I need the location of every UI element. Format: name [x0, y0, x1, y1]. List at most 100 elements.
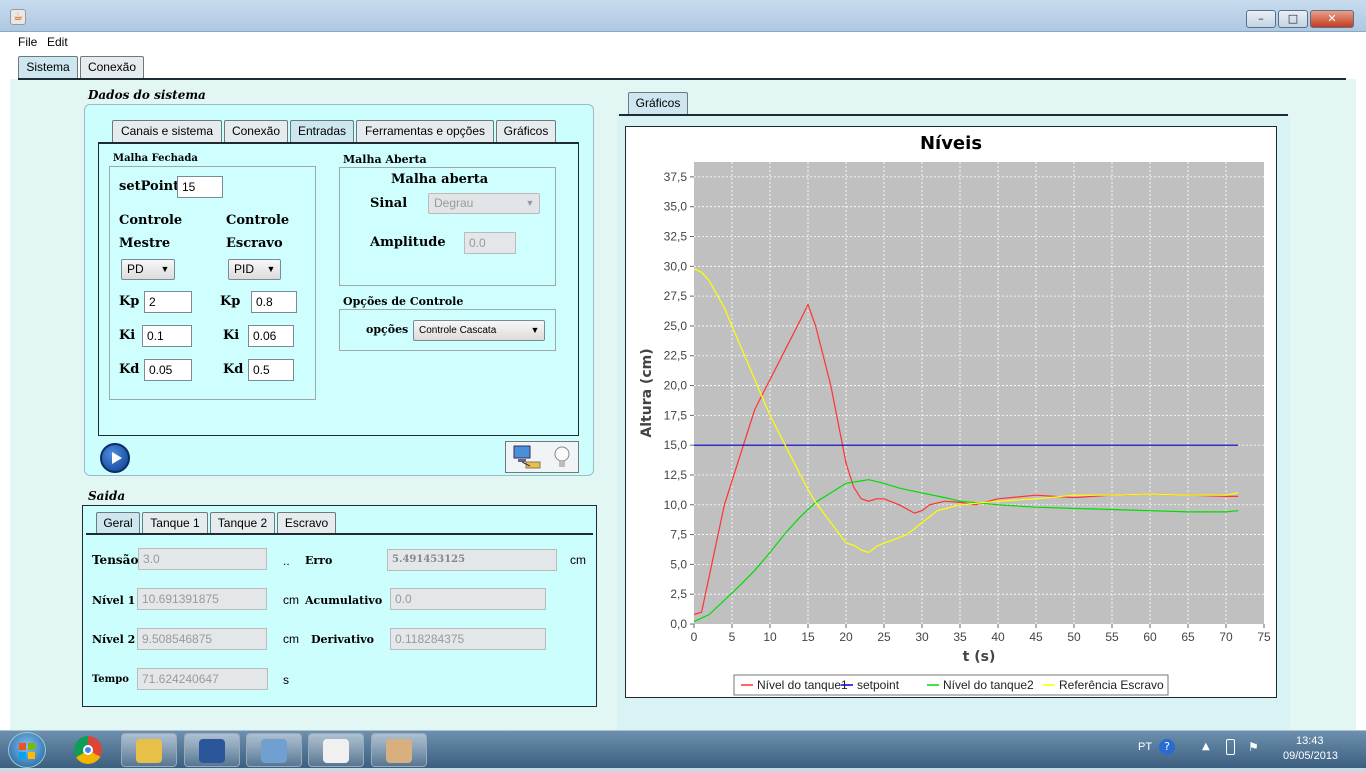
tab-geral[interactable]: Geral	[96, 512, 140, 534]
kd1-input[interactable]: 0.05	[144, 359, 192, 381]
tensao-unit: ..	[283, 554, 290, 568]
menu-file[interactable]: File	[18, 35, 38, 49]
mestre-label-2: Mestre	[119, 236, 171, 251]
legend-label: Nível do tanque1	[757, 678, 848, 692]
taskbar-explorer[interactable]	[121, 733, 177, 767]
lightbulb-icon[interactable]	[550, 443, 574, 473]
y-tick-label: 0,0	[670, 617, 687, 631]
chrome-icon[interactable]	[74, 736, 102, 764]
escravo-type-select[interactable]: PID ▼	[228, 259, 281, 280]
close-button[interactable]: ✕	[1310, 10, 1354, 28]
nivel1-label: Nível 1	[92, 594, 136, 607]
taskbar-word[interactable]	[184, 733, 240, 767]
sinal-label: Sinal	[370, 196, 408, 211]
legend-label: setpoint	[857, 678, 900, 692]
x-tick-label: 60	[1143, 630, 1157, 644]
clock-date[interactable]: 09/05/2013	[1283, 750, 1339, 762]
x-tick-label: 45	[1029, 630, 1043, 644]
series-line-3	[693, 268, 1239, 554]
graficos-tab-divider	[619, 114, 1288, 116]
sinal-select[interactable]: Degrau ▼	[428, 193, 540, 214]
y-tick-label: 37,5	[664, 170, 688, 184]
x-tick-label: 70	[1219, 630, 1233, 644]
amplitude-input[interactable]: 0.0	[464, 232, 516, 254]
chevron-down-icon: ▼	[525, 198, 535, 208]
derivativo-label: Derivativo	[311, 633, 375, 646]
y-tick-label: 7,5	[670, 528, 687, 542]
tab-entradas[interactable]: Entradas	[290, 120, 354, 142]
entradas-panel	[98, 142, 579, 436]
escravo-label-1: Controle	[226, 213, 290, 228]
clock-time[interactable]: 13:43	[1296, 735, 1324, 747]
malha-fechada-group	[109, 166, 316, 400]
opcoes-label: opções	[366, 323, 409, 336]
x-tick-label: 40	[991, 630, 1005, 644]
word-icon	[199, 739, 225, 763]
language-indicator[interactable]: PT	[1138, 741, 1153, 753]
tab-tanque1[interactable]: Tanque 1	[142, 512, 208, 534]
setpoint-input[interactable]: 15	[177, 176, 223, 198]
ki2-input[interactable]: 0.06	[248, 325, 294, 347]
kp2-label: Kp	[220, 294, 241, 309]
x-tick-label: 30	[915, 630, 929, 644]
taskbar-virtualbox[interactable]	[246, 733, 302, 767]
kp2-input[interactable]: 0.8	[251, 291, 297, 313]
saida-tab-divider	[86, 533, 593, 535]
tab-divider	[18, 78, 1346, 80]
menu-edit[interactable]: Edit	[47, 35, 68, 49]
tab-graficos[interactable]: Gráficos	[628, 92, 688, 114]
battery-icon[interactable]	[1226, 739, 1235, 755]
tab-tanque2[interactable]: Tanque 2	[210, 512, 275, 534]
minimize-button[interactable]: –	[1246, 10, 1276, 28]
nivel1-field: 10.691391875	[137, 588, 267, 610]
kd2-input[interactable]: 0.5	[248, 359, 294, 381]
ki1-input[interactable]: 0.1	[142, 325, 192, 347]
y-tick-label: 2,5	[670, 587, 687, 601]
flag-icon[interactable]: ⚑	[1248, 740, 1259, 754]
mestre-type-select[interactable]: PD ▼	[121, 259, 175, 280]
tab-graficos-inner[interactable]: Gráficos	[496, 120, 556, 142]
tab-conexao-inner[interactable]: Conexão	[224, 120, 288, 142]
y-tick-label: 35,0	[664, 200, 688, 214]
tab-conexao[interactable]: Conexão	[80, 56, 144, 78]
play-button[interactable]	[100, 443, 130, 473]
nivel1-unit: cm	[283, 593, 299, 607]
show-hidden-icon[interactable]: ▲	[1202, 741, 1210, 752]
saida-title: Saida	[88, 489, 126, 503]
tempo-unit: s	[283, 673, 289, 687]
y-tick-label: 30,0	[664, 259, 688, 273]
y-tick-label: 32,5	[664, 230, 688, 244]
tab-canais-sistema[interactable]: Canais e sistema	[112, 120, 222, 142]
y-tick-label: 15,0	[664, 438, 688, 452]
windows-logo-icon	[19, 743, 35, 759]
paint-palette-icon	[386, 739, 412, 763]
tab-escravo[interactable]: Escravo	[277, 512, 336, 534]
opcoes-select[interactable]: Controle Cascata ▼	[413, 320, 545, 341]
kp1-input[interactable]: 2	[144, 291, 192, 313]
legend-label: Referência Escravo	[1059, 678, 1164, 692]
help-icon[interactable]: ?	[1159, 739, 1175, 755]
sinal-value: Degrau	[434, 196, 474, 210]
chart-svg: Níveis 0 5 10 15 20 25 30 35 40 45 50 55 60 65 70 75 0,0 2…	[639, 133, 1271, 696]
taskbar-paint[interactable]	[371, 733, 427, 767]
kd1-label: Kd	[119, 362, 140, 377]
x-tick-label: 5	[729, 630, 736, 644]
x-tick-label: 50	[1067, 630, 1081, 644]
start-button[interactable]	[8, 732, 46, 768]
taskbar-java[interactable]	[308, 733, 364, 767]
chart-frame: Níveis 0 5 10 15 20 25 30 35 40 45 50 55 60 65 70 75 0,0 2…	[625, 126, 1277, 698]
chart-title: Níveis	[920, 133, 982, 154]
network-computer-icon[interactable]	[508, 442, 544, 472]
amplitude-label: Amplitude	[370, 235, 446, 250]
series-line-2	[693, 479, 1239, 623]
x-tick-label: 15	[801, 630, 815, 644]
maximize-button[interactable]: □	[1278, 10, 1308, 28]
x-tick-label: 20	[839, 630, 853, 644]
escravo-label-2: Escravo	[226, 236, 283, 251]
tab-ferramentas[interactable]: Ferramentas e opções	[356, 120, 494, 142]
play-icon	[112, 452, 122, 464]
tools-box	[505, 441, 579, 473]
chevron-down-icon: ▼	[266, 264, 276, 274]
tab-sistema[interactable]: Sistema	[18, 56, 78, 78]
nivel2-unit: cm	[283, 632, 299, 646]
